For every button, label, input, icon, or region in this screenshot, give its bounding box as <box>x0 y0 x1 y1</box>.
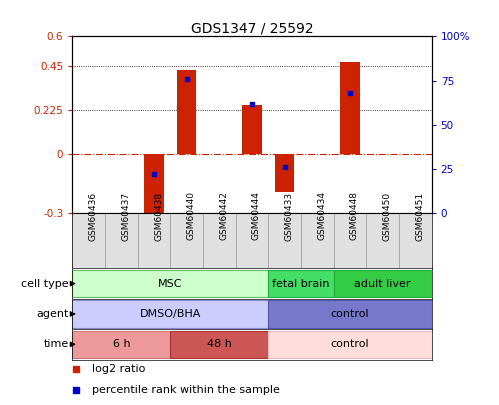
FancyBboxPatch shape <box>268 213 301 269</box>
Text: cell type: cell type <box>21 279 69 289</box>
FancyBboxPatch shape <box>334 213 366 269</box>
Text: log2 ratio: log2 ratio <box>92 364 146 374</box>
Text: GSM60438: GSM60438 <box>154 192 163 241</box>
Text: GSM60433: GSM60433 <box>284 192 293 241</box>
FancyBboxPatch shape <box>268 270 334 297</box>
FancyBboxPatch shape <box>366 213 399 269</box>
FancyBboxPatch shape <box>268 300 432 328</box>
FancyBboxPatch shape <box>170 213 203 269</box>
FancyBboxPatch shape <box>72 300 268 328</box>
Bar <box>144 154 164 217</box>
Text: 48 h: 48 h <box>207 339 232 350</box>
Text: GSM60450: GSM60450 <box>383 192 392 241</box>
FancyBboxPatch shape <box>72 330 170 358</box>
Text: percentile rank within the sample: percentile rank within the sample <box>92 385 280 395</box>
Text: control: control <box>331 309 369 319</box>
Title: GDS1347 / 25592: GDS1347 / 25592 <box>191 21 313 35</box>
FancyBboxPatch shape <box>236 213 268 269</box>
Bar <box>340 62 360 154</box>
Bar <box>177 70 197 154</box>
Text: 6 h: 6 h <box>113 339 130 350</box>
FancyBboxPatch shape <box>72 270 268 297</box>
FancyBboxPatch shape <box>399 213 432 269</box>
FancyBboxPatch shape <box>170 330 268 358</box>
Text: time: time <box>43 339 69 350</box>
Text: GSM60436: GSM60436 <box>89 192 98 241</box>
Text: GSM60442: GSM60442 <box>220 192 229 241</box>
Text: fetal brain: fetal brain <box>272 279 330 289</box>
FancyBboxPatch shape <box>268 330 432 358</box>
FancyBboxPatch shape <box>334 270 432 297</box>
FancyBboxPatch shape <box>105 213 138 269</box>
Text: GSM60451: GSM60451 <box>415 192 424 241</box>
Text: DMSO/BHA: DMSO/BHA <box>140 309 201 319</box>
Text: GSM60444: GSM60444 <box>252 192 261 241</box>
Text: GSM60434: GSM60434 <box>317 192 326 241</box>
FancyBboxPatch shape <box>138 213 170 269</box>
FancyBboxPatch shape <box>301 213 334 269</box>
Text: adult liver: adult liver <box>354 279 411 289</box>
Text: GSM60440: GSM60440 <box>187 192 196 241</box>
FancyBboxPatch shape <box>203 213 236 269</box>
Bar <box>275 154 294 192</box>
Text: agent: agent <box>36 309 69 319</box>
Text: GSM60437: GSM60437 <box>121 192 130 241</box>
Text: GSM60448: GSM60448 <box>350 192 359 241</box>
Bar <box>242 105 262 154</box>
Text: MSC: MSC <box>158 279 183 289</box>
Text: control: control <box>331 339 369 350</box>
FancyBboxPatch shape <box>72 213 105 269</box>
